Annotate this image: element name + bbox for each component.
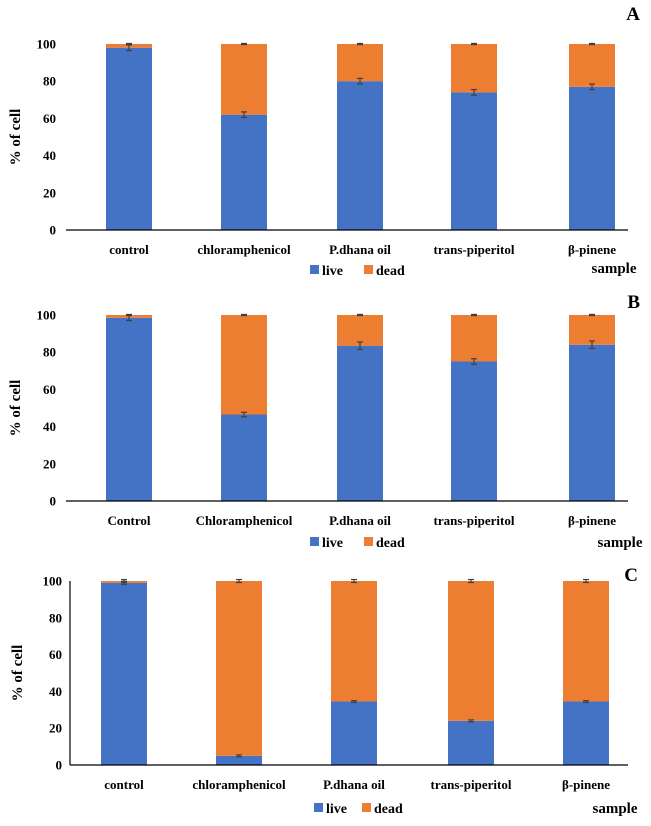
- bar-dead: [337, 315, 383, 346]
- x-tick-label: Chloramphenicol: [196, 513, 293, 528]
- x-tick-label: β-pinene: [568, 513, 616, 528]
- legend-swatch-live: [314, 803, 323, 812]
- y-tick-label: 80: [43, 74, 56, 89]
- bar-dead: [569, 44, 615, 87]
- legend: live dead: [310, 264, 405, 279]
- x-tick-label: Control: [107, 513, 150, 528]
- legend-label-live: live: [322, 536, 343, 551]
- legend-label-dead: dead: [376, 264, 405, 279]
- x-tick-label: P.dhana oil: [323, 777, 385, 792]
- x-axis-title: sample: [598, 535, 643, 551]
- chart-panel-a: 0 20 40 60 80 100 % of cell control chlorampheni…: [8, 4, 640, 279]
- bar-live: [569, 344, 615, 501]
- x-axis-title: sample: [593, 801, 638, 817]
- bar-live: [221, 114, 267, 230]
- panel-label: A: [626, 4, 640, 25]
- y-tick-label: 40: [43, 148, 56, 163]
- bar-live: [106, 47, 152, 230]
- chart-panel-b: 0 20 40 60 80 100 % of cell Control Chlorampheni…: [8, 292, 643, 551]
- bar-live: [451, 92, 497, 230]
- y-tick-label: 60: [43, 382, 56, 397]
- y-tick-label: 80: [43, 345, 56, 360]
- legend-label-dead: dead: [374, 802, 403, 817]
- legend: live dead: [314, 802, 403, 817]
- legend-swatch-live: [310, 265, 319, 274]
- bar-dead: [563, 581, 609, 702]
- legend-label-live: live: [322, 264, 343, 279]
- legend-label-dead: dead: [376, 536, 405, 551]
- y-tick-label: 40: [43, 419, 56, 434]
- x-tick-label: β-pinene: [562, 777, 610, 792]
- bar-live: [569, 86, 615, 230]
- y-tick-label: 100: [37, 37, 57, 52]
- y-tick-label: 100: [43, 574, 63, 589]
- y-tick-label: 100: [37, 308, 57, 323]
- bar-dead: [337, 44, 383, 82]
- legend-swatch-live: [310, 537, 319, 546]
- legend-swatch-dead: [364, 265, 373, 274]
- bar-dead: [216, 581, 262, 756]
- y-tick-label: 20: [43, 185, 56, 200]
- x-tick-label: trans-piperitol: [434, 513, 515, 528]
- y-tick-label: 0: [50, 223, 57, 238]
- bar-live: [216, 755, 262, 765]
- x-tick-label: chloramphenicol: [192, 777, 286, 792]
- y-axis-title: % of cell: [8, 109, 24, 166]
- bar-live: [331, 701, 377, 765]
- bar-live: [451, 361, 497, 501]
- bar-dead: [451, 315, 497, 362]
- x-tick-label: control: [104, 777, 144, 792]
- legend: live dead: [310, 536, 405, 551]
- y-tick-label: 20: [43, 456, 56, 471]
- x-axis-title: sample: [592, 261, 637, 277]
- bar-dead: [221, 44, 267, 115]
- bar-dead: [569, 315, 615, 345]
- x-tick-label: β-pinene: [568, 242, 616, 257]
- legend-swatch-dead: [364, 537, 373, 546]
- bar-live: [221, 414, 267, 501]
- bar-live: [448, 720, 494, 765]
- bar-live: [337, 81, 383, 230]
- panel-label: C: [624, 565, 638, 586]
- y-tick-label: 0: [56, 758, 63, 773]
- y-axis-title: % of cell: [10, 645, 26, 702]
- x-tick-label: trans-piperitol: [434, 242, 515, 257]
- legend-swatch-dead: [362, 803, 371, 812]
- bar-dead: [221, 315, 267, 415]
- bar-live: [101, 582, 147, 765]
- bar-dead: [448, 581, 494, 721]
- x-tick-label: P.dhana oil: [329, 513, 391, 528]
- x-tick-label: P.dhana oil: [329, 242, 391, 257]
- legend-label-live: live: [326, 802, 347, 817]
- x-tick-label: chloramphenicol: [197, 242, 291, 257]
- x-tick-label: control: [109, 242, 149, 257]
- chart-panel-c: 0 20 40 60 80 100 % of cell control chlorampheni…: [10, 565, 638, 817]
- y-tick-label: 60: [49, 647, 62, 662]
- panel-label: B: [627, 292, 640, 313]
- y-axis-title: % of cell: [8, 380, 24, 437]
- bar-dead: [451, 44, 497, 93]
- y-tick-label: 20: [49, 721, 62, 736]
- bar-live: [106, 317, 152, 501]
- y-tick-label: 0: [50, 494, 57, 509]
- bar-live: [337, 345, 383, 501]
- bar-dead: [331, 581, 377, 702]
- y-tick-label: 60: [43, 111, 56, 126]
- y-tick-label: 40: [49, 684, 62, 699]
- bar-live: [563, 701, 609, 765]
- y-tick-label: 80: [49, 610, 62, 625]
- x-tick-label: trans-piperitol: [431, 777, 512, 792]
